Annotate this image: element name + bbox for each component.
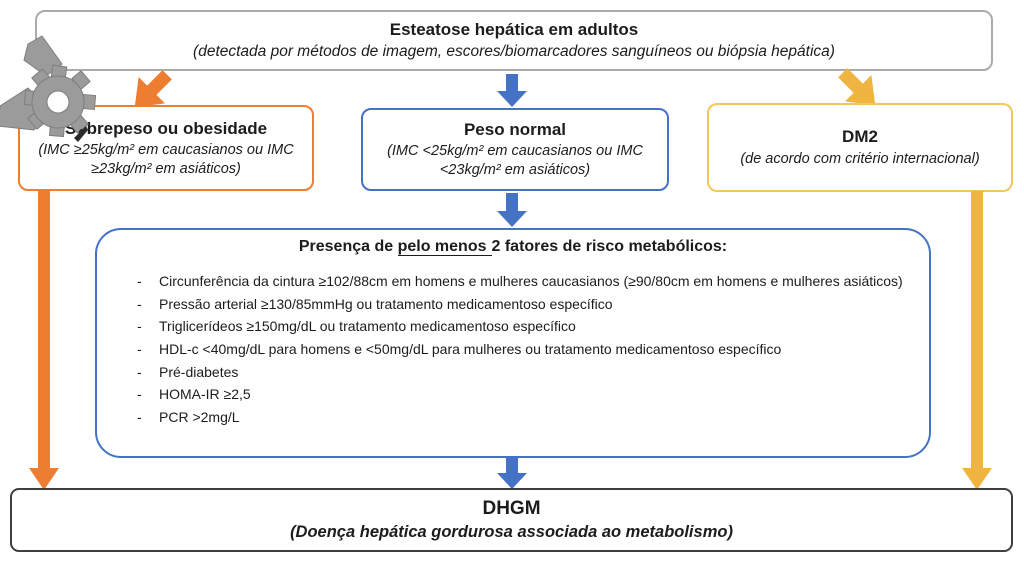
- dm2-title: DM2: [842, 127, 878, 147]
- bullet-dash: -: [137, 273, 142, 289]
- bullet-dash: -: [137, 386, 142, 403]
- criteria-title-prefix: Presença de: [298, 238, 398, 255]
- criteria-box: Presença de pelo menos 2 fatores de risco…: [95, 228, 931, 458]
- arrow-normal-to-criteria: [497, 193, 527, 227]
- criteria-item-text: HOMA-IR ≥2,5: [159, 386, 251, 403]
- overweight-title: Sobrepeso ou obesidade: [64, 118, 268, 138]
- criteria-item: - HOMA-IR ≥2,5: [137, 383, 905, 406]
- dhgm-title: DHGM: [482, 497, 541, 519]
- criteria-item-text: Circunferência da cintura ≥102/88cm em h…: [159, 273, 903, 289]
- top-box-subtitle: (detectada por métodos de imagem, escore…: [193, 43, 835, 61]
- criteria-item: - HDL-c <40mg/dL para homens e <50mg/dL …: [137, 338, 905, 361]
- dm2-subtitle: (de acordo com critério internacional): [740, 150, 980, 167]
- arrow-top-to-normal: [497, 74, 527, 107]
- top-box-title: Esteatose hepática em adultos: [389, 19, 639, 39]
- bullet-dash: -: [137, 341, 142, 358]
- top-box-esteatose: Esteatose hepática em adultos (detectada…: [35, 10, 993, 71]
- criteria-list: - Circunferência da cintura ≥102/88cm em…: [115, 270, 911, 429]
- criteria-item: - PCR >2mg/L: [137, 406, 905, 429]
- arrow-overweight-to-dhgm: [29, 191, 59, 490]
- criteria-title-suffix: 2 fatores de risco metabólicos:: [491, 238, 728, 255]
- bullet-dash: -: [137, 295, 142, 312]
- overweight-subtitle: (IMC ≥25kg/m² em caucasianos ou IMC ≥23k…: [38, 141, 294, 177]
- criteria-item: - Circunferência da cintura ≥102/88cm em…: [137, 270, 905, 293]
- criteria-item-text: Triglicerídeos ≥150mg/dL ou tratamento m…: [159, 318, 576, 335]
- criteria-item-text: Pré-diabetes: [159, 363, 239, 380]
- arrow-criteria-to-dhgm: [497, 458, 527, 489]
- normal-weight-subtitle: (IMC <25kg/m² em caucasianos ou IMC <23k…: [387, 143, 643, 179]
- criteria-item-text: HDL-c <40mg/dL para homens e <50mg/dL pa…: [159, 341, 782, 358]
- normal-weight-box: Peso normal (IMC <25kg/m² em caucasianos…: [361, 108, 669, 191]
- normal-weight-title: Peso normal: [463, 120, 567, 140]
- criteria-title-underlined: pelo menos: [397, 238, 492, 256]
- criteria-title: Presença de pelo menos 2 fatores de risco…: [299, 238, 727, 256]
- dhgm-subtitle: (Doença hepática gordurosa associada ao …: [290, 522, 733, 541]
- dhgm-result-box: DHGM (Doença hepática gordurosa associad…: [10, 488, 1013, 552]
- bullet-dash: -: [137, 363, 142, 380]
- gear-icon: [0, 35, 97, 142]
- bullet-dash: -: [137, 409, 142, 426]
- criteria-item-text: Pressão arterial ≥130/85mmHg ou tratamen…: [159, 295, 613, 312]
- criteria-item: - Triglicerídeos ≥150mg/dL ou tratamento…: [137, 315, 905, 338]
- bullet-dash: -: [137, 318, 142, 335]
- arrow-dm2-to-dhgm: [962, 191, 992, 490]
- arrow-top-to-dm2: [838, 68, 876, 106]
- criteria-item-text: PCR >2mg/L: [159, 409, 240, 426]
- arrow-top-to-overweight: [134, 70, 172, 108]
- criteria-item: - Pré-diabetes: [137, 361, 905, 384]
- criteria-item: - Pressão arterial ≥130/85mmHg ou tratam…: [137, 293, 905, 316]
- dm2-box: DM2 (de acordo com critério internaciona…: [707, 103, 1013, 192]
